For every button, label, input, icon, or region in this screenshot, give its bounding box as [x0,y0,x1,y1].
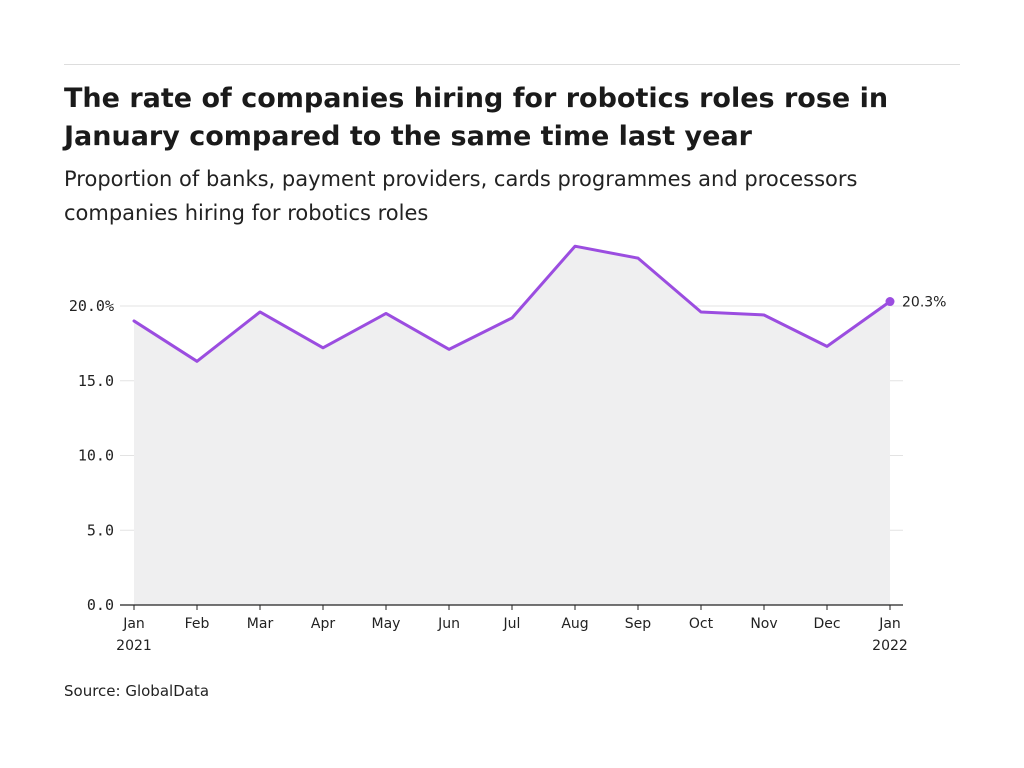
top-divider [64,64,960,65]
source-note: Source: GlobalData [64,682,210,700]
chart-title: The rate of companies hiring for robotic… [64,83,889,152]
x-tick-label: Jan [878,616,901,632]
axes [120,604,903,610]
x-tick-label: 2021 [116,638,152,654]
x-tick-label: Jan [122,616,145,632]
x-tick-label: Oct [689,616,714,632]
x-tick-label: Nov [750,616,777,632]
x-tick-label: Jul [503,616,521,632]
line-chart: 20.3% 0.0 5.0 10.0 15.0 20.0% Jan 2021 Feb Mar A… [69,244,946,654]
y-tick-label: 5.0 [87,521,114,539]
x-tick-label: Dec [813,616,840,632]
x-tick-label: 2022 [872,638,908,654]
x-tick-label: May [372,616,401,632]
chart-subtitle: Proportion of banks, payment providers, … [64,167,858,225]
y-tick-label: 10.0 [78,447,114,465]
y-tick-label: 0.0 [87,596,114,614]
x-tick-label: Sep [625,616,652,632]
y-axis-tick-labels: 0.0 5.0 10.0 15.0 20.0% [69,297,114,614]
x-tick-label: Jun [437,616,460,632]
x-tick-label: Apr [311,616,335,632]
x-tick-label: Mar [247,616,274,632]
series-line [132,244,892,363]
y-tick-label: 15.0 [78,372,114,390]
x-tick-label: Aug [561,616,588,632]
x-axis-tick-labels: Jan 2021 Feb Mar Apr May Jun Jul Aug Sep Oct Nov Dec… [116,616,908,654]
end-value-label: 20.3% [902,295,946,311]
end-point-marker [885,297,895,307]
x-tick-label: Feb [185,616,210,632]
y-tick-label: 20.0% [69,297,114,315]
area-fill [134,246,890,605]
